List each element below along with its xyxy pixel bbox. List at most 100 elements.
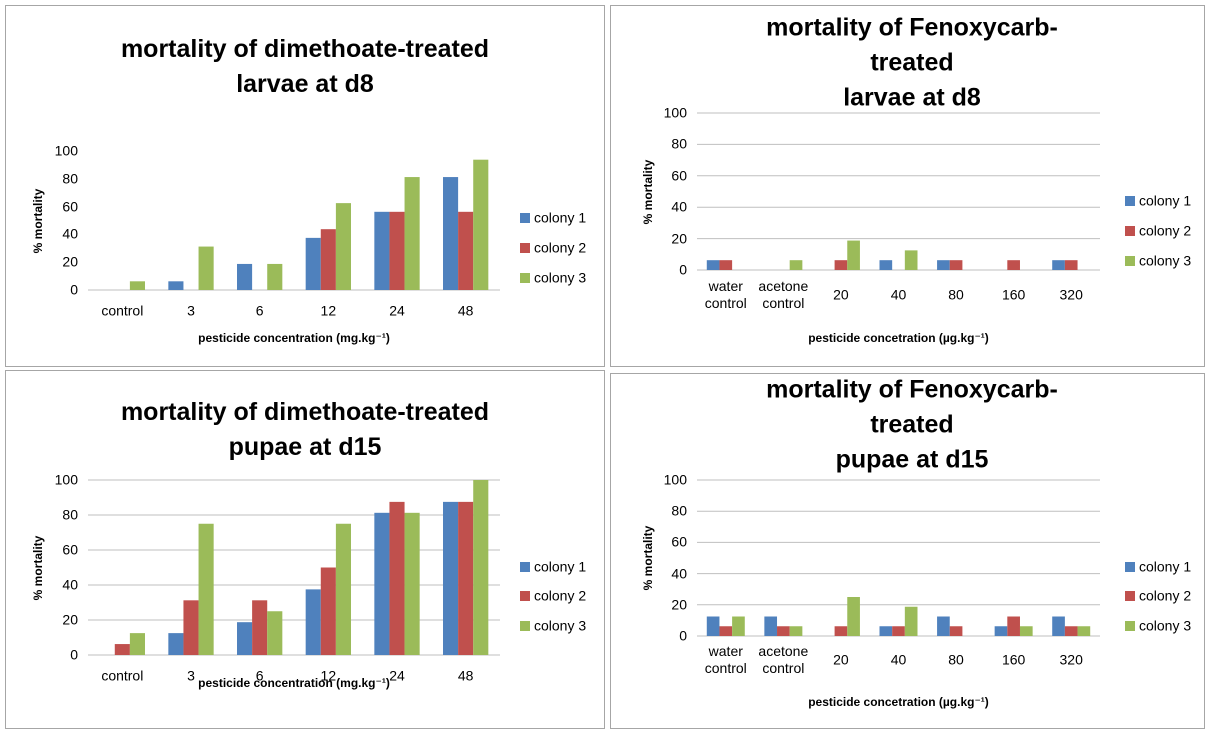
x-tick-label: water control <box>704 643 747 676</box>
x-tick-label: 80 <box>948 651 964 668</box>
bar <box>335 203 351 290</box>
legend-label: colony 1 <box>1139 558 1192 575</box>
chart-title: mortality of Fenoxycarb-treated larvae a… <box>766 13 1058 112</box>
bar <box>789 626 803 636</box>
bar <box>834 626 848 636</box>
y-tick-label: 60 <box>62 198 78 215</box>
x-tick-label: 20 <box>833 651 849 668</box>
bar <box>404 177 420 290</box>
bar <box>198 246 214 290</box>
bar <box>892 626 905 636</box>
bar <box>267 263 283 290</box>
bar <box>719 260 733 270</box>
x-tick-label: 160 <box>1001 286 1026 303</box>
bar <box>764 616 778 636</box>
y-tick-label: 0 <box>679 627 687 644</box>
y-tick-label: 80 <box>671 502 687 519</box>
bar <box>1064 626 1078 636</box>
y-tick-label: 100 <box>54 471 78 488</box>
legend-swatch <box>520 213 530 223</box>
bar <box>834 260 848 270</box>
bar <box>847 240 860 270</box>
bar <box>267 611 283 655</box>
bar <box>237 622 253 655</box>
legend-label: colony 3 <box>1139 252 1192 269</box>
bar <box>198 523 214 655</box>
bar <box>719 626 733 636</box>
bar <box>237 263 253 290</box>
y-tick-label: 80 <box>671 135 687 152</box>
y-tick-label: 60 <box>671 533 687 550</box>
x-tick-label: 48 <box>457 667 474 684</box>
legend-label: colony 2 <box>534 587 587 604</box>
y-axis-label: % mortality <box>30 535 45 600</box>
bar <box>168 281 184 290</box>
legend-swatch <box>1125 621 1135 631</box>
legend-label: colony 3 <box>1139 617 1192 634</box>
x-tick-label: 24 <box>389 667 405 684</box>
y-tick-label: 0 <box>70 646 78 663</box>
bar <box>168 633 184 655</box>
bar <box>937 616 950 636</box>
y-tick-label: 100 <box>663 104 687 121</box>
x-tick-label: control <box>101 667 144 684</box>
x-tick-label: water control <box>704 278 747 311</box>
y-axis-label: % mortality <box>30 188 45 253</box>
bar <box>443 501 459 655</box>
legend-swatch <box>520 243 530 253</box>
legend-label: colony 2 <box>1139 587 1192 604</box>
bar <box>1052 616 1065 636</box>
x-tick-label: 3 <box>187 667 195 684</box>
x-tick-label: 20 <box>833 286 849 303</box>
x-tick-label: 6 <box>255 667 264 684</box>
bar <box>389 501 405 655</box>
legend-swatch <box>520 273 530 283</box>
bar <box>404 512 420 655</box>
chart-title: mortality of dimethoate-treated larvae a… <box>120 35 490 98</box>
chart-title: mortality of dimethoate-treated pupae at… <box>120 398 490 461</box>
bar <box>879 626 893 636</box>
legend-label: colony 3 <box>534 617 587 634</box>
bar <box>949 260 963 270</box>
y-tick-label: 100 <box>54 142 78 159</box>
bar <box>335 523 351 655</box>
x-tick-label: 6 <box>255 302 264 319</box>
bar <box>114 644 130 655</box>
x-tick-label: 48 <box>457 302 474 319</box>
y-tick-label: 20 <box>62 611 78 628</box>
x-tick-label: 320 <box>1059 286 1083 303</box>
y-tick-label: 40 <box>671 198 687 215</box>
bar <box>252 600 268 655</box>
legend-swatch <box>520 562 530 572</box>
bar <box>374 512 390 655</box>
bar <box>777 626 790 636</box>
bar <box>994 626 1008 636</box>
bar <box>129 281 145 290</box>
y-tick-label: 20 <box>62 253 78 270</box>
legend-label: colony 2 <box>1139 222 1192 239</box>
y-tick-label: 20 <box>671 596 687 613</box>
bar <box>1019 626 1033 636</box>
legend-swatch <box>520 621 530 631</box>
y-tick-label: 20 <box>671 230 687 247</box>
bar <box>789 260 803 270</box>
y-axis-label: % mortality <box>640 525 655 591</box>
bar <box>374 211 390 290</box>
legend-swatch <box>1125 196 1135 206</box>
bar <box>320 229 336 290</box>
x-tick-label: 24 <box>389 302 405 319</box>
x-tick-label: 40 <box>890 286 907 303</box>
legend-label: colony 1 <box>534 209 587 226</box>
bar <box>904 606 918 636</box>
x-tick-label: control <box>101 302 144 319</box>
bar <box>937 260 950 270</box>
legend-swatch <box>1125 226 1135 236</box>
x-tick-label: 12 <box>320 667 337 684</box>
bar <box>389 211 405 290</box>
bar <box>706 260 720 270</box>
x-axis-label: pesticide concetration (µg.kg⁻¹) <box>808 330 989 345</box>
panel-border <box>610 5 1205 367</box>
bar <box>473 480 489 655</box>
bar <box>706 616 720 636</box>
